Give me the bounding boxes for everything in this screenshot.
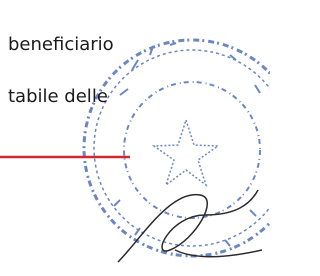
- signature: [118, 190, 262, 262]
- text-line: beneficiario: [8, 34, 114, 55]
- document-crop: beneficiario tabile delle: [0, 0, 270, 276]
- page: beneficiario tabile delle (() => { const…: [0, 0, 270, 276]
- stamp: [84, 40, 270, 256]
- text-line: tabile delle: [8, 86, 108, 107]
